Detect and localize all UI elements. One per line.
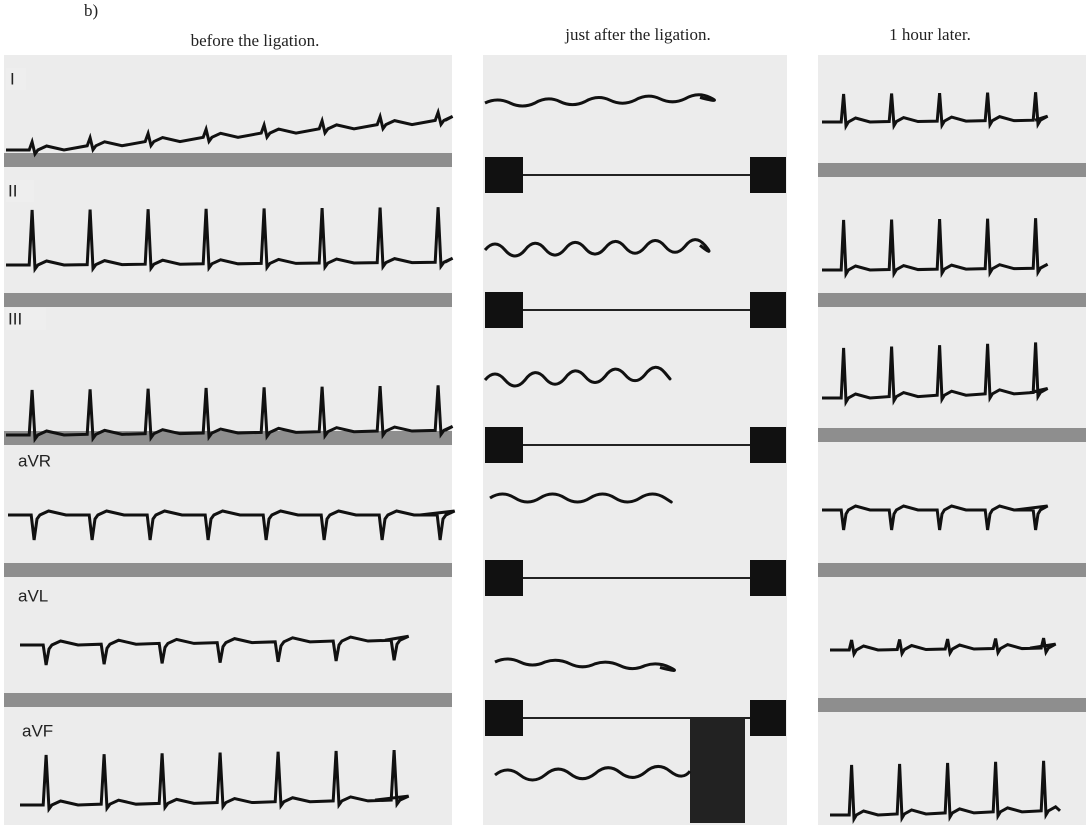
separator-band [818, 428, 1086, 442]
column-title: 1 hour later. [889, 25, 971, 44]
column-title: before the ligation. [191, 31, 320, 50]
calibration-block [485, 560, 523, 596]
lead-label: III [8, 309, 22, 328]
column-title: just after the ligation. [564, 25, 710, 44]
panel-label: b) [84, 1, 98, 20]
separator-band [818, 698, 1086, 712]
separator-band [818, 563, 1086, 577]
separator-band [4, 293, 452, 307]
lead-label: I [10, 69, 15, 88]
separator-band [4, 153, 452, 167]
calibration-block [750, 292, 786, 328]
calibration-block [750, 560, 786, 596]
artifact [690, 718, 745, 823]
ecg-figure: b) before the ligation. just after the l… [0, 0, 1089, 840]
calibration-block [750, 427, 786, 463]
calibration-block [485, 427, 523, 463]
calibration-block [750, 157, 786, 193]
lead-label: II [8, 181, 17, 200]
paper-strip [483, 55, 787, 825]
calibration-block [485, 700, 523, 736]
lead-label: aVF [22, 721, 53, 740]
panels [4, 55, 1086, 825]
calibration-block [750, 700, 786, 736]
lead-label: aVL [18, 586, 48, 605]
separator-band [818, 293, 1086, 307]
separator-band [818, 163, 1086, 177]
label-box [6, 68, 26, 90]
calibration-block [485, 157, 523, 193]
calibration-block [485, 292, 523, 328]
separator-band [4, 563, 452, 577]
lead-label: aVR [18, 451, 51, 470]
separator-band [4, 693, 452, 707]
